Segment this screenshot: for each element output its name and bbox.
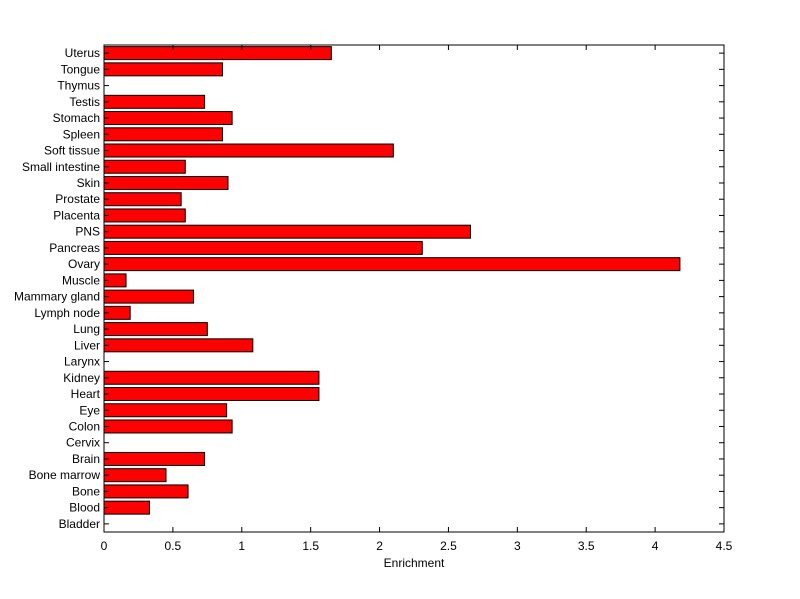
- x-tick-label: 0: [101, 539, 108, 553]
- y-tick-label: Eye: [79, 403, 100, 417]
- y-tick-label: Uterus: [65, 46, 100, 60]
- bar: [103, 175, 229, 190]
- y-tick-labels: Bladder Blood Bone Bone marrow Brain Cervix Co…: [14, 46, 101, 531]
- y-tick-label: Bladder: [59, 517, 100, 531]
- x-tick-label: 3: [514, 539, 521, 553]
- y-tick-label: Muscle: [62, 273, 100, 287]
- bar: [103, 192, 182, 207]
- y-tick-label: Brain: [72, 452, 100, 466]
- bar: [103, 484, 189, 499]
- y-tick-label: Stomach: [53, 111, 100, 125]
- bar: [103, 451, 206, 466]
- x-tick-label: 2: [376, 539, 383, 553]
- bar: [103, 289, 195, 304]
- bar: [103, 403, 228, 418]
- y-tick-label: Colon: [69, 419, 100, 433]
- y-tick-label: Spleen: [63, 127, 100, 141]
- y-tick-label: Lymph node: [34, 306, 100, 320]
- bar: [103, 257, 681, 272]
- y-tick-label: Skin: [77, 176, 100, 190]
- y-tick-label: Blood: [69, 501, 100, 515]
- y-tick-label: Lung: [73, 322, 100, 336]
- bar: [103, 143, 394, 158]
- bar: [103, 46, 332, 61]
- bar: [103, 500, 150, 515]
- y-tick-label: Bone marrow: [29, 468, 101, 482]
- bar: [103, 159, 186, 174]
- y-tick-label: Testis: [69, 95, 100, 109]
- x-tick-label: 2.5: [440, 539, 457, 553]
- y-tick-label: Bone: [72, 484, 100, 498]
- y-tick-label: Ovary: [68, 257, 100, 271]
- plot-area-frame: [103, 44, 725, 533]
- x-tick-label: 1.5: [302, 539, 319, 553]
- bar: [103, 322, 208, 337]
- x-tick-label: 4.5: [716, 539, 733, 553]
- y-tick-label: Tongue: [61, 62, 101, 76]
- bar: [103, 468, 167, 483]
- bars-group: [103, 46, 681, 515]
- y-tick-label: Soft tissue: [44, 144, 100, 158]
- bar: [103, 62, 223, 77]
- y-tick-label: Pancreas: [49, 241, 100, 255]
- y-tick-label: PNS: [75, 225, 100, 239]
- y-tick-label: Mammary gland: [14, 290, 100, 304]
- y-tick-label: Prostate: [55, 192, 100, 206]
- y-tick-label: Liver: [74, 338, 100, 352]
- bar: [103, 240, 423, 255]
- y-tick-label: Kidney: [63, 371, 100, 385]
- bar: [103, 370, 320, 385]
- x-tick-label: 0.5: [165, 539, 182, 553]
- x-tick-label: 4: [652, 539, 659, 553]
- y-tick-label: Thymus: [57, 79, 100, 93]
- ticks-group: [103, 45, 725, 532]
- y-tick-label: Larynx: [64, 355, 100, 369]
- bar: [103, 208, 186, 223]
- x-tick-label: 3.5: [578, 539, 595, 553]
- bar: [103, 111, 233, 126]
- bar: [103, 387, 320, 402]
- y-tick-label: Placenta: [53, 208, 100, 222]
- x-tick-label: 1: [238, 539, 245, 553]
- x-axis-label: Enrichment: [384, 556, 445, 570]
- bar: [103, 338, 254, 353]
- y-tick-label: Cervix: [66, 436, 100, 450]
- y-tick-label: Small intestine: [22, 160, 100, 174]
- y-tick-label: Heart: [71, 387, 101, 401]
- bar: [103, 224, 471, 239]
- bar: [103, 127, 223, 142]
- x-tick-labels: 0 0.5 1 1.5 2 2.5 3 3.5 4 4.5: [101, 539, 733, 553]
- bar: [103, 94, 206, 109]
- bar: [103, 419, 233, 434]
